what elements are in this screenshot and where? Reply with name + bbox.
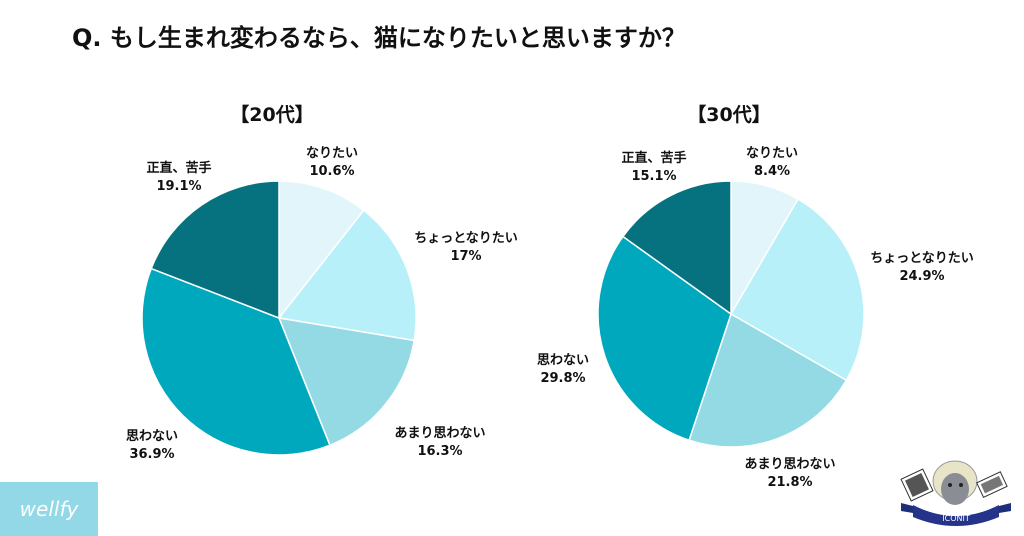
label-20s-naritai: なりたい 10.6% xyxy=(306,145,358,181)
iconit-logo-text: ICONIT xyxy=(942,514,970,523)
category-label: ちょっとなりたい xyxy=(414,231,518,246)
pie-20s xyxy=(141,180,417,456)
pie-slice-20s-0 xyxy=(278,180,365,321)
chart-title-20s: 【20代】 xyxy=(230,104,314,126)
pie-slice-30s-2 xyxy=(688,312,848,448)
pie-slice-30s-3 xyxy=(597,235,732,442)
pie-slice-20s-3 xyxy=(141,267,331,456)
value-label: 10.6% xyxy=(309,164,355,179)
value-label: 36.9% xyxy=(129,447,175,462)
chart-title-30s: 【30代】 xyxy=(687,104,771,126)
value-label: 21.8% xyxy=(767,475,813,490)
category-label: あまり思わない xyxy=(394,426,486,441)
label-30s-chotto: ちょっとなりたい 24.9% xyxy=(870,250,974,286)
wellfy-logo: wellfy xyxy=(0,482,98,536)
iconit-logo: ICONIT xyxy=(900,460,1011,526)
label-20s-nigate: 正直、苦手 19.1% xyxy=(146,160,211,196)
value-label: 8.4% xyxy=(753,164,791,179)
value-label: 29.8% xyxy=(540,371,586,386)
value-label: 19.1% xyxy=(156,179,202,194)
label-30s-naritai: なりたい 8.4% xyxy=(746,145,798,181)
value-label: 17% xyxy=(450,249,482,264)
category-label: なりたい xyxy=(745,146,799,161)
value-label: 24.9% xyxy=(899,269,945,284)
pie-slice-30s-1 xyxy=(729,198,865,382)
value-label: 15.1% xyxy=(631,169,677,184)
label-30s-nigate: 正直、苦手 15.1% xyxy=(621,150,686,186)
pie-30s xyxy=(597,180,865,448)
pie-slice-30s-4 xyxy=(621,180,732,316)
pie-slice-20s-1 xyxy=(277,209,417,342)
category-label: 思わない xyxy=(536,353,590,368)
category-label: なりたい xyxy=(305,146,359,161)
category-label: ちょっとなりたい xyxy=(870,251,974,266)
pie-slice-20s-4 xyxy=(150,180,280,320)
category-label: 正直、苦手 xyxy=(146,161,212,176)
category-label: あまり思わない xyxy=(744,457,836,472)
wellfy-logo-text: wellfy xyxy=(19,497,79,521)
value-label: 16.3% xyxy=(417,444,463,459)
pie-slice-20s-2 xyxy=(277,317,416,447)
label-20s-amari: あまり思わない 16.3% xyxy=(394,425,485,461)
label-20s-chotto: ちょっとなりたい 17% xyxy=(414,230,518,266)
category-label: 正直、苦手 xyxy=(621,151,687,166)
label-30s-omowanai: 思わない 29.8% xyxy=(537,352,589,388)
page-title: Q. もし生まれ変わるなら、猫になりたいと思いますか？ xyxy=(72,24,686,52)
label-30s-amari: あまり思わない 21.8% xyxy=(744,456,835,492)
label-20s-omowanai: 思わない 36.9% xyxy=(126,428,178,464)
category-label: 思わない xyxy=(125,429,179,444)
